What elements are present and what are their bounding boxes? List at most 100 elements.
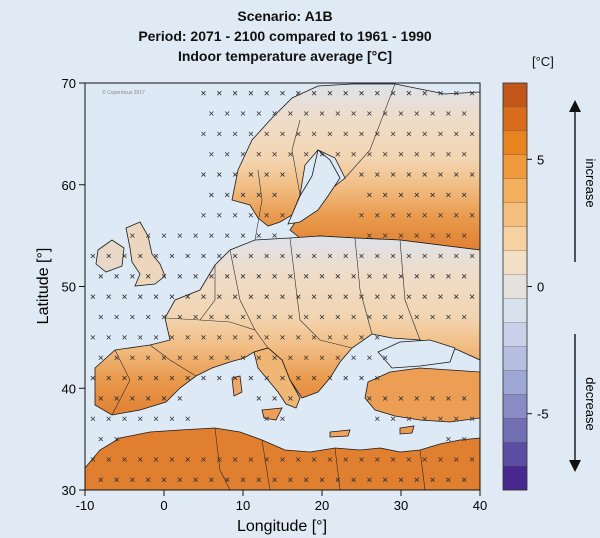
map-title: Scenario: A1B Period: 2071 - 2100 compar…: [85, 6, 485, 66]
cross-marker: [264, 294, 269, 299]
cross-marker: [248, 131, 254, 137]
cross-marker: [446, 314, 451, 320]
cross-marker: [319, 314, 325, 320]
cross-marker: [224, 192, 230, 198]
cross-marker: [343, 457, 348, 462]
cross-marker: [272, 192, 277, 198]
cross-marker: [422, 90, 427, 96]
cross-marker: [438, 253, 443, 259]
cross-marker: [454, 416, 459, 422]
cross-marker: [177, 233, 183, 238]
cross-marker: [138, 294, 143, 299]
cross-marker: [138, 375, 143, 381]
cross-marker: [240, 111, 246, 116]
y-tick-label: 40: [62, 381, 76, 396]
cross-marker: [390, 90, 396, 96]
cross-marker: [438, 131, 443, 137]
cross-marker: [248, 172, 254, 177]
cross-marker: [296, 335, 301, 340]
cross-marker: [375, 294, 380, 299]
cross-marker: [406, 294, 412, 299]
cross-marker: [446, 274, 451, 279]
cross-marker: [367, 274, 372, 279]
cross-marker: [438, 90, 443, 96]
cross-marker: [224, 355, 230, 361]
cross-marker: [177, 355, 183, 361]
cross-marker: [256, 274, 262, 279]
cross-marker: [375, 416, 380, 422]
cross-marker: [288, 151, 293, 157]
cross-marker: [469, 90, 475, 96]
cross-marker: [90, 335, 96, 340]
cross-marker: [193, 274, 198, 279]
cross-marker: [217, 212, 222, 218]
cross-marker: [351, 355, 356, 361]
cross-marker: [122, 253, 127, 259]
cross-marker: [240, 355, 246, 361]
cross-marker: [256, 151, 262, 157]
cross-marker: [240, 151, 246, 157]
cross-marker: [232, 253, 238, 259]
cross-marker: [438, 457, 443, 462]
colorbar-swatch: [502, 130, 528, 156]
cross-marker: [390, 457, 396, 462]
cross-marker: [193, 314, 198, 320]
cross-marker: [351, 477, 356, 483]
cross-marker: [406, 212, 412, 218]
cross-marker: [303, 111, 309, 116]
cross-marker: [256, 355, 262, 361]
cross-marker: [280, 375, 285, 381]
cross-marker: [169, 416, 175, 422]
watermark: © Copernicus 2017: [102, 89, 145, 96]
cross-marker: [145, 355, 151, 361]
cross-marker: [264, 416, 269, 422]
cross-marker: [343, 131, 348, 137]
cross-marker: [185, 457, 190, 462]
cross-marker: [201, 212, 206, 218]
cross-marker: [209, 111, 214, 116]
cross-marker: [256, 192, 262, 198]
x-tick-label: 0: [160, 498, 167, 513]
colorbar-unit: [°C]: [532, 54, 554, 69]
cross-marker: [169, 457, 175, 462]
cross-marker: [311, 294, 317, 299]
cross-marker: [454, 294, 459, 299]
colorbar-frame: [502, 82, 528, 491]
cross-marker: [106, 253, 111, 259]
cross-marker: [398, 477, 404, 483]
cross-marker: [469, 294, 475, 299]
cross-marker: [90, 457, 96, 462]
cross-marker: [280, 335, 285, 340]
cross-marker: [138, 253, 143, 259]
colorbar-swatch: [502, 465, 528, 491]
y-tick-label: 30: [62, 483, 76, 498]
cross-marker: [201, 90, 206, 96]
cross-marker: [375, 375, 380, 381]
cross-marker: [240, 314, 246, 320]
cross-marker: [217, 90, 222, 96]
cross-marker: [296, 253, 301, 259]
colorbar-swatch: [502, 178, 528, 204]
cross-marker: [438, 172, 443, 177]
cross-marker: [201, 457, 206, 462]
cross-marker: [122, 335, 127, 340]
cross-marker: [248, 335, 254, 340]
cross-marker: [414, 111, 420, 116]
cross-marker: [359, 457, 364, 462]
colorbar-tick-label: 0: [537, 280, 544, 295]
cross-marker: [217, 335, 222, 340]
cross-marker: [406, 253, 412, 259]
cross-marker: [145, 477, 151, 483]
cross-marker: [367, 111, 372, 116]
cross-marker: [256, 477, 262, 483]
cross-marker: [217, 253, 222, 259]
cross-marker: [414, 151, 420, 157]
cross-marker: [335, 274, 341, 279]
cross-marker: [280, 294, 285, 299]
cross-marker: [264, 172, 269, 177]
cross-marker: [232, 131, 238, 137]
cross-marker: [367, 314, 372, 320]
land-crete: [329, 429, 351, 438]
cross-marker: [414, 233, 420, 238]
colorbar-swatch: [502, 418, 528, 443]
